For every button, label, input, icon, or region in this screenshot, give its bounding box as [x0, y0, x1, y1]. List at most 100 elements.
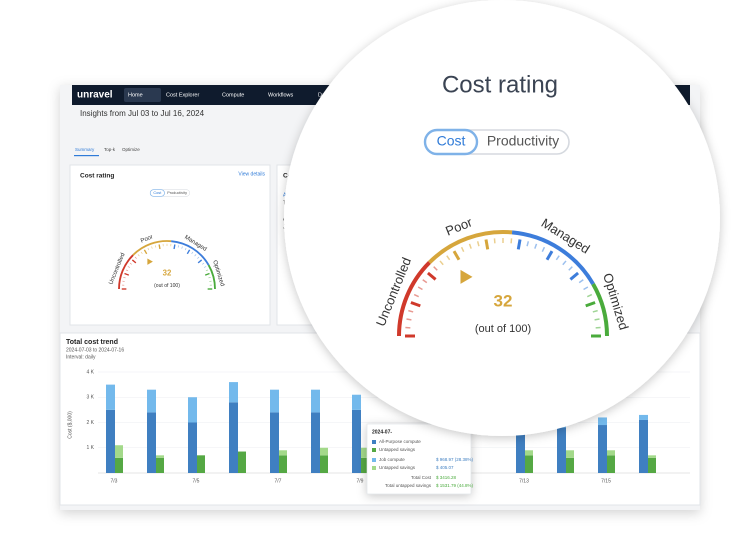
- bar: [279, 450, 287, 456]
- bar: [106, 409, 115, 473]
- tooltip-label: Job compute: [379, 457, 405, 462]
- bar: [648, 455, 656, 458]
- view-details[interactable]: View details: [238, 171, 265, 177]
- gauge-tick: [413, 293, 420, 298]
- gauge-tick: [184, 247, 187, 251]
- y-tick-label: 4 K: [86, 369, 94, 375]
- nav-item[interactable]: Workflows: [268, 92, 294, 98]
- nav-active: [124, 88, 161, 102]
- gauge-tick: [147, 247, 150, 251]
- gauge-arc: [207, 264, 216, 290]
- score: 32: [163, 268, 172, 277]
- tab[interactable]: Top-k: [104, 147, 116, 152]
- tooltip-swatch: [372, 466, 376, 470]
- gauge-tick: [468, 243, 472, 249]
- bar: [352, 394, 361, 410]
- bar: [320, 455, 328, 473]
- bar: [156, 455, 164, 458]
- gauge-tick: [194, 254, 197, 257]
- gauge-pointer: [147, 258, 153, 265]
- gauge-tick: [452, 250, 461, 261]
- bar: [361, 457, 369, 473]
- gauge-tick: [205, 269, 209, 272]
- gauge-tick: [197, 256, 200, 259]
- bar: [311, 412, 320, 473]
- gauge-tick: [562, 260, 567, 266]
- score-caption: (out of 100): [475, 323, 531, 335]
- zoom-title: Cost rating: [442, 71, 558, 98]
- gauge-tick: [541, 246, 546, 253]
- gauge-tick: [125, 269, 129, 272]
- gauge-arc: [132, 240, 172, 256]
- gauge-tick: [586, 293, 593, 298]
- gauge-tick: [191, 251, 194, 255]
- nav-item[interactable]: Compute: [222, 92, 244, 98]
- gauge-tick: [568, 266, 573, 271]
- x-tick-label: 7/9: [357, 478, 364, 484]
- gauge-tick: [127, 266, 130, 268]
- bar: [320, 447, 328, 456]
- gauge-tick: [594, 318, 600, 321]
- gauge-tick: [585, 301, 596, 308]
- score: 32: [494, 291, 513, 310]
- bar: [106, 384, 115, 410]
- tooltip-date: 2024-07-: [372, 429, 392, 435]
- tab[interactable]: Summary: [75, 147, 95, 152]
- bar: [639, 414, 648, 420]
- tab[interactable]: Optimize: [122, 147, 140, 152]
- card-title: Cost rating: [80, 173, 114, 180]
- toggle-option[interactable]: Cost: [437, 133, 466, 149]
- tooltip: [366, 423, 472, 495]
- bar: [115, 457, 123, 473]
- gauge-arc: [591, 283, 609, 337]
- gauge-tick: [177, 245, 180, 248]
- bar: [238, 451, 246, 473]
- bar: [115, 445, 123, 458]
- bar: [197, 455, 205, 473]
- gauge-tick: [569, 271, 580, 281]
- tooltip-untapped: $ 1531.79 (44.8%): [436, 483, 474, 488]
- bar: [188, 422, 197, 473]
- toggle-option[interactable]: Productivity: [487, 133, 559, 149]
- gauge-tick: [592, 309, 598, 313]
- bar: [352, 409, 361, 473]
- gauge-tick: [555, 255, 560, 261]
- toggle-option[interactable]: Productivity: [167, 191, 187, 195]
- y-tick-label: 1 K: [86, 445, 94, 451]
- trend-interval: Interval: daily: [66, 354, 96, 360]
- gauge-arc: [118, 254, 134, 290]
- gauge-tick: [408, 309, 414, 313]
- nav-item[interactable]: Cost Explorer: [166, 92, 199, 98]
- bar: [229, 402, 238, 473]
- tooltip-label: Untapped savings: [379, 465, 416, 470]
- trend-title: Total cost trend: [66, 339, 118, 346]
- gauge-tick: [422, 279, 428, 284]
- gauge-tick: [446, 255, 451, 261]
- tooltip-total: $ 3416.28: [436, 475, 457, 480]
- gauge-arc: [428, 230, 513, 264]
- band-label: Poor: [140, 234, 154, 244]
- gauge-tick: [410, 301, 421, 308]
- gauge-tick: [545, 250, 554, 261]
- toggle-option[interactable]: Cost: [153, 191, 162, 195]
- bar: [188, 397, 197, 423]
- gauge-tick: [143, 249, 148, 255]
- bar: [311, 389, 320, 413]
- tooltip-swatch: [372, 458, 376, 462]
- x-tick-label: 7/13: [519, 478, 529, 484]
- bar: [279, 455, 287, 473]
- tooltip-untapped-label: Total untapped savings: [385, 483, 432, 488]
- bar: [648, 457, 656, 473]
- bar: [270, 389, 279, 413]
- nav-item[interactable]: Home: [128, 92, 143, 98]
- gauge-tick: [173, 244, 176, 250]
- x-tick-label: 7/3: [111, 478, 118, 484]
- trend-subtitle: 2024-07-03 to 2024-07-16: [66, 347, 124, 353]
- gauge-tick: [123, 276, 126, 279]
- x-tick-label: 7/15: [601, 478, 611, 484]
- gauge-tick: [181, 246, 183, 249]
- gauge-tick: [204, 272, 210, 276]
- gauge-tick: [484, 239, 490, 250]
- gauge-tick: [158, 244, 161, 250]
